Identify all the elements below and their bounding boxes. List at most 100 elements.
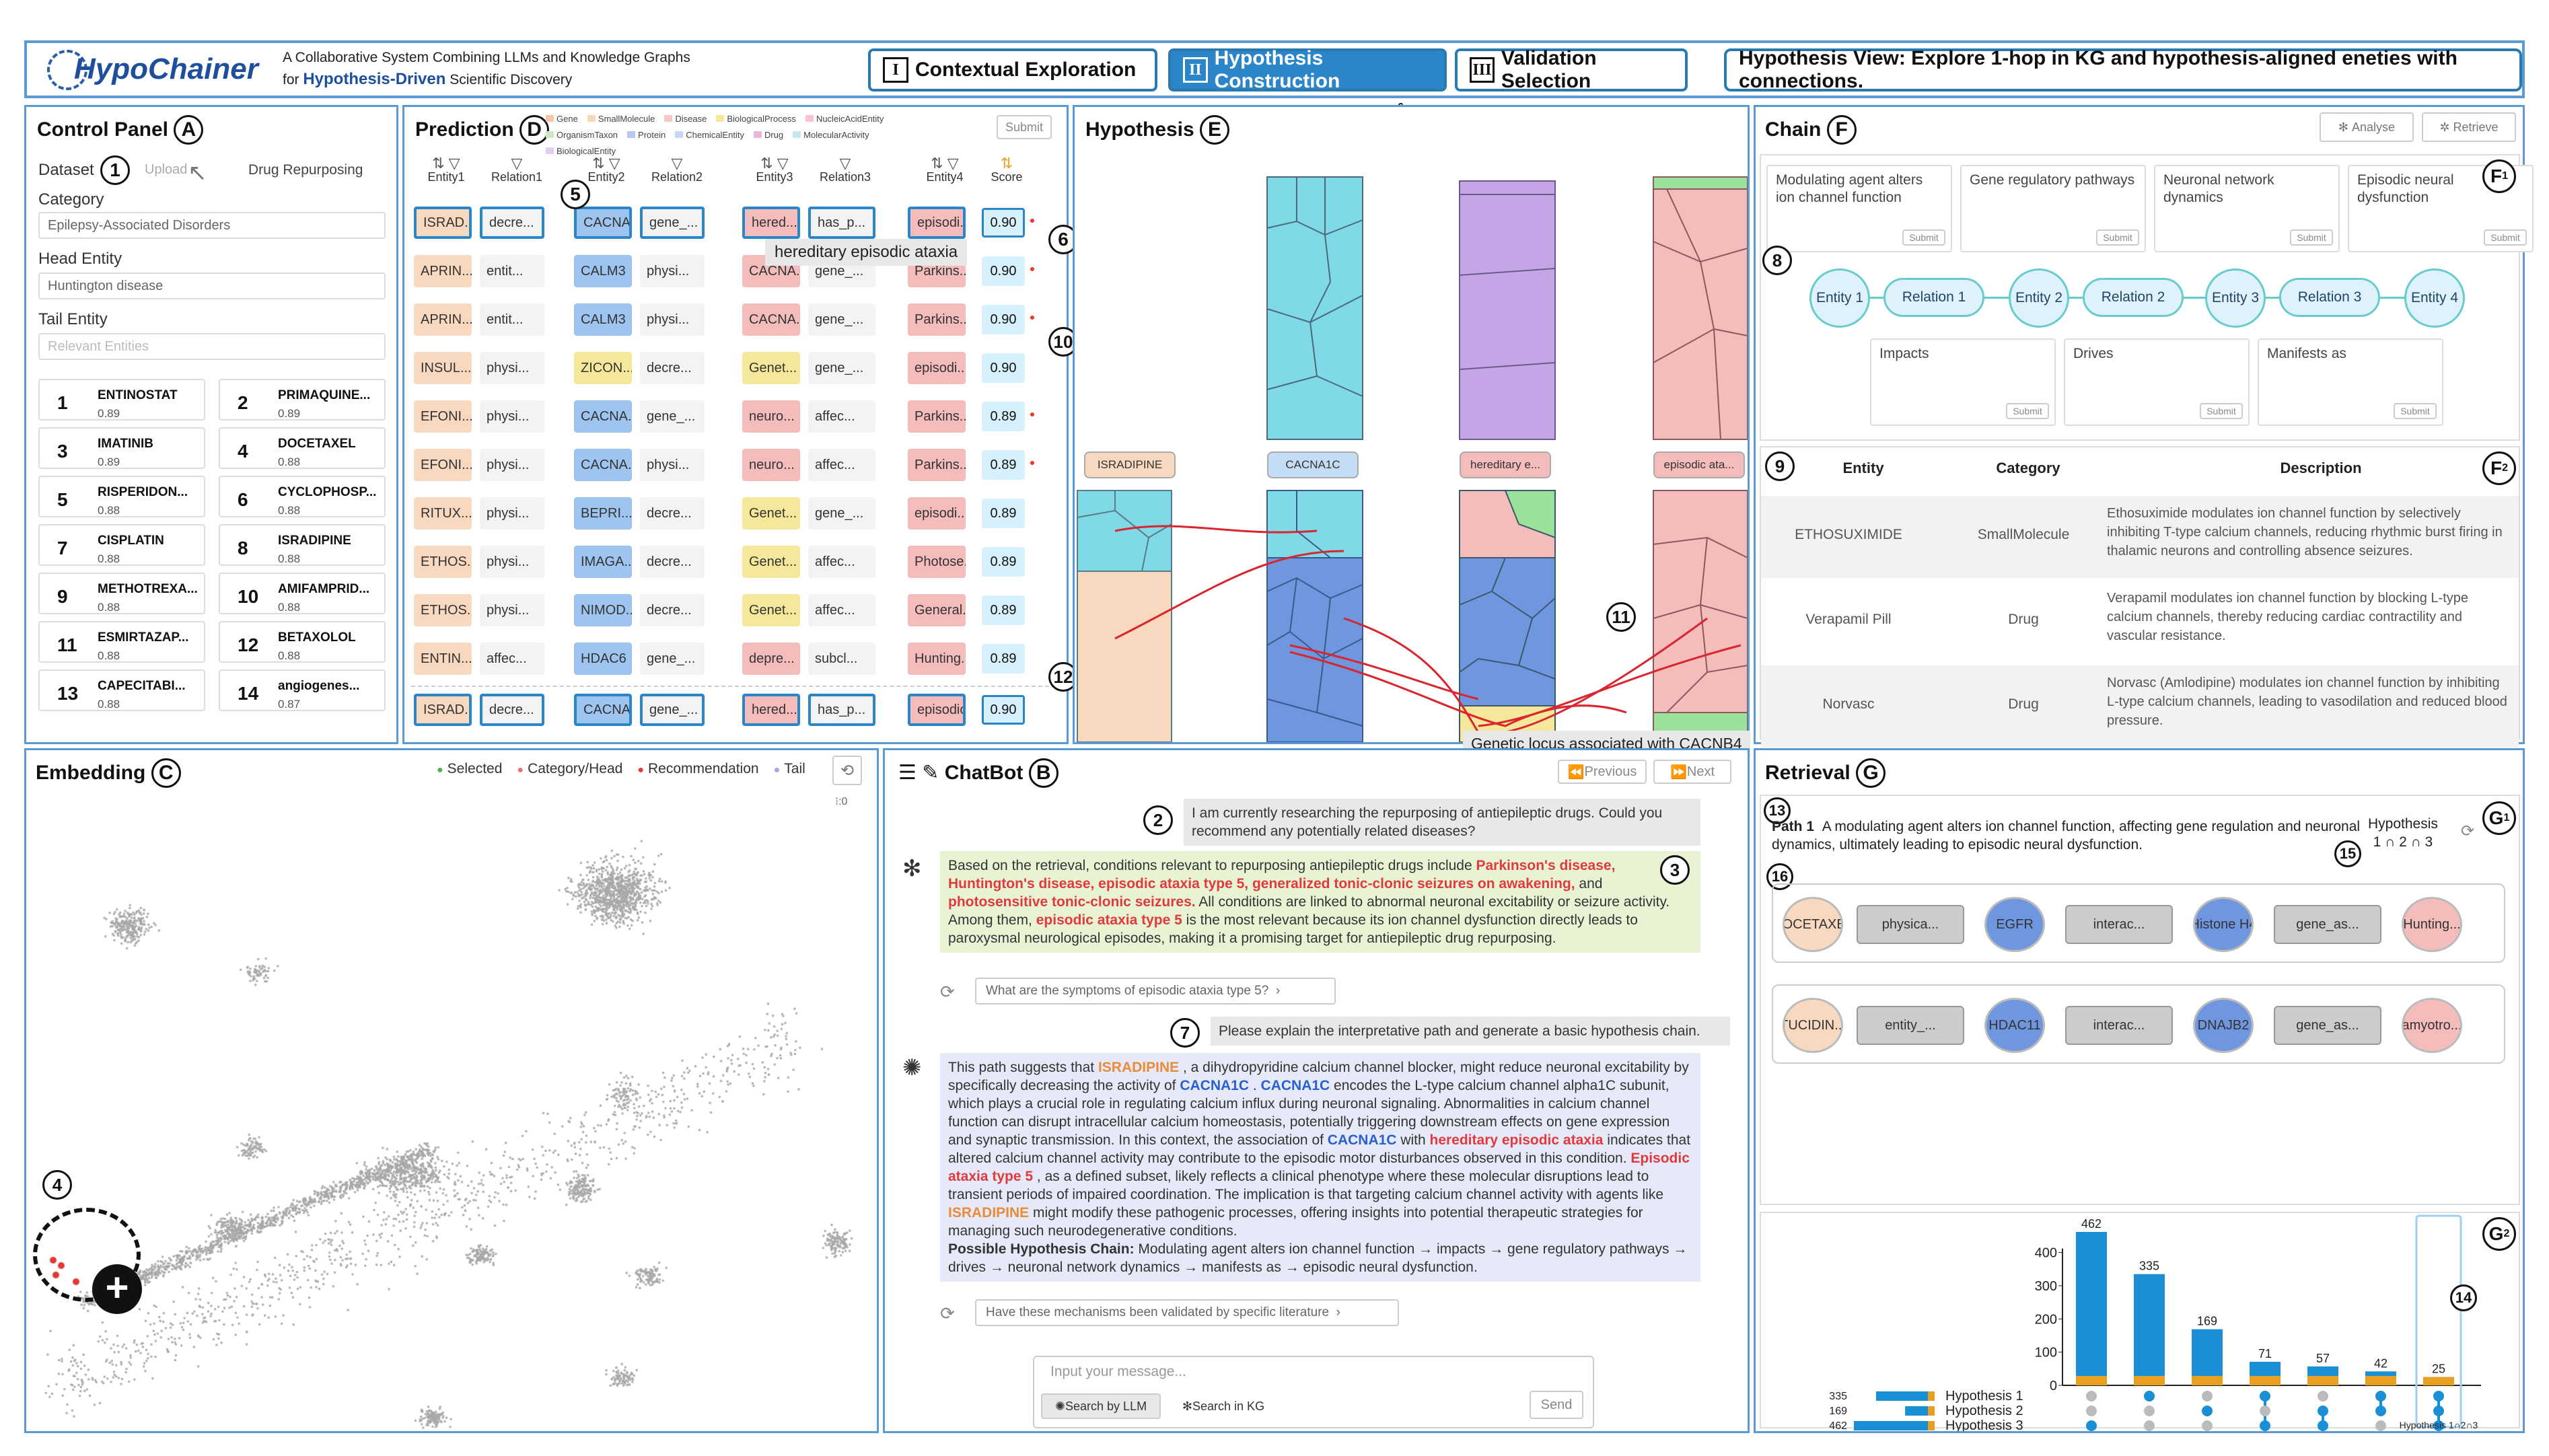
entity-chip[interactable]: Photose... <box>908 546 966 578</box>
entity-chip[interactable]: episodi... <box>908 207 966 239</box>
membership-dot[interactable] <box>2375 1420 2386 1431</box>
entity-chip[interactable]: CALM3 <box>574 303 632 336</box>
hypothesis-node[interactable]: CACNA1C <box>1267 451 1359 478</box>
drug-card[interactable]: 14 angiogenes... 0.87 <box>219 669 386 711</box>
relation-chip[interactable]: physi... <box>640 255 705 287</box>
membership-dot[interactable] <box>2318 1420 2328 1431</box>
path-refresh-icon[interactable]: ⟳ <box>2461 822 2475 840</box>
membership-dot[interactable] <box>2260 1420 2270 1431</box>
drug-card[interactable]: 9 METHOTREXA... 0.88 <box>38 573 205 614</box>
entity-chip[interactable]: neuro... <box>742 400 800 433</box>
drug-card[interactable]: 5 RISPERIDON... 0.88 <box>38 476 205 517</box>
hypothesis-node[interactable]: hereditary e... <box>1460 451 1551 478</box>
column-header[interactable]: ⇅ Score <box>982 155 1032 184</box>
membership-dot[interactable] <box>2202 1420 2213 1431</box>
submit-button[interactable]: Submit <box>2484 229 2527 246</box>
analyse-button[interactable]: ✻ Analyse <box>2320 112 2414 142</box>
search-by-llm-button[interactable]: ✺ Search by LLM <box>1041 1393 1161 1419</box>
relation-chip[interactable]: affec... <box>480 643 544 675</box>
entity-chip[interactable]: APRIN... <box>414 303 472 336</box>
submit-button[interactable]: Submit <box>2096 229 2139 246</box>
membership-dot[interactable] <box>2202 1406 2213 1416</box>
entity-chip[interactable]: CACNA... <box>742 303 800 336</box>
refresh-icon-2[interactable]: ⟳ <box>940 1303 955 1323</box>
membership-dot[interactable] <box>2144 1406 2155 1416</box>
entity-chip[interactable]: CACNA... <box>574 207 632 239</box>
relation-chip[interactable]: decre... <box>480 694 544 726</box>
entity-chip[interactable]: CACNA... <box>574 449 632 481</box>
relation-chip[interactable]: gene_... <box>640 400 705 433</box>
relation-chip[interactable]: entit... <box>480 303 544 336</box>
relation-chip[interactable]: physi... <box>480 497 544 530</box>
refresh-icon[interactable]: ⟳ <box>940 982 955 1002</box>
path-entity[interactable]: DOCETAXEL <box>1783 897 1843 952</box>
lasso-selection[interactable] <box>33 1208 141 1302</box>
entity-chip[interactable]: Genet... <box>742 594 800 626</box>
membership-dot[interactable] <box>2086 1406 2097 1416</box>
retrieve-button[interactable]: ✲ Retrieve <box>2422 112 2516 142</box>
dataset-value[interactable]: Drug Repurposing <box>248 162 363 178</box>
hypothesis-node[interactable]: ISRADIPINE <box>1084 451 1176 478</box>
relation-chip[interactable]: physi... <box>640 449 705 481</box>
entity-chip[interactable]: ETHOS... <box>414 594 472 626</box>
tab-hypothesis-construction[interactable]: II Hypothesis Construction <box>1168 47 1447 92</box>
entity-chip[interactable]: CACNA... <box>574 694 632 726</box>
path-entity[interactable]: TUCIDIN... <box>1783 998 1843 1053</box>
entity-chip[interactable]: BEPRI... <box>574 497 632 530</box>
membership-dot[interactable] <box>2433 1420 2444 1431</box>
relation-chip[interactable]: entit... <box>480 255 544 287</box>
entity-chip[interactable]: Genet... <box>742 352 800 384</box>
table-row[interactable]: Norvasc Drug Norvasc (Amlodipine) modulate… <box>1761 665 2519 748</box>
set-size-bar[interactable] <box>1905 1406 1935 1416</box>
relation-chip[interactable]: decre... <box>640 546 705 578</box>
path-relation[interactable]: entity_... <box>1857 1006 1964 1045</box>
send-button[interactable]: Send <box>1530 1391 1583 1419</box>
entity-chip[interactable]: General... <box>908 594 966 626</box>
path-relation[interactable]: interac... <box>2065 1006 2173 1045</box>
chain-entity-node[interactable]: Entity 1 <box>1809 268 1870 328</box>
path-entity[interactable]: Histone H4 <box>2193 897 2254 952</box>
suggestion-2[interactable]: Have these mechanisms been validated by … <box>975 1299 1399 1326</box>
filter-icon[interactable]: ▽ <box>511 155 523 172</box>
path-relation[interactable]: physica... <box>1857 905 1964 944</box>
column-header[interactable]: ⇅ ▽ Entity4 <box>908 156 982 184</box>
relation-chip[interactable]: subcl... <box>808 643 875 675</box>
entity-chip[interactable]: hered... <box>742 694 800 726</box>
path-relation[interactable]: gene_as... <box>2274 905 2381 944</box>
chain-step-card[interactable]: Modulating agent alters ion channel func… <box>1766 165 1952 252</box>
filter-icon[interactable]: ⇅ <box>1000 155 1013 172</box>
drug-card[interactable]: 10 AMIFAMPRID... 0.88 <box>219 573 386 614</box>
path-row[interactable] <box>1772 883 2505 963</box>
suggestion-1[interactable]: What are the symptoms of episodic ataxia… <box>975 978 1336 1005</box>
entity-chip[interactable]: NIMOD... <box>574 594 632 626</box>
filter-icon[interactable]: ▽ <box>671 155 683 172</box>
membership-dot[interactable] <box>2433 1406 2444 1416</box>
entity-chip[interactable]: INSUL... <box>414 352 472 384</box>
filter-icon[interactable]: ▽ <box>839 155 851 172</box>
entity-chip[interactable]: ZICON... <box>574 352 632 384</box>
membership-dot[interactable] <box>2086 1420 2097 1431</box>
relation-chip[interactable]: gene_... <box>808 352 875 384</box>
drug-card[interactable]: 11 ESMIRTAZAP... 0.88 <box>38 621 205 663</box>
membership-dot[interactable] <box>2260 1406 2270 1416</box>
membership-dot[interactable] <box>2318 1391 2328 1402</box>
chain-relation-node[interactable]: Relation 1 <box>1883 278 1984 317</box>
tab-contextual-exploration[interactable]: I Contextual Exploration <box>868 48 1157 92</box>
next-button[interactable]: ⏩ Next <box>1653 760 1731 784</box>
entity-chip[interactable]: ISRAD... <box>414 694 472 726</box>
upload-button[interactable]: Upload <box>145 162 188 177</box>
membership-dot[interactable] <box>2144 1420 2155 1431</box>
drug-card[interactable]: 1 ENTINOSTAT 0.89 <box>38 379 205 421</box>
relation-chip[interactable]: affec... <box>808 400 875 433</box>
search-in-kg-button[interactable]: ✻ Search in KG <box>1166 1393 1281 1419</box>
entity-chip[interactable]: APRIN... <box>414 255 472 287</box>
drug-card[interactable]: 3 IMATINIB 0.89 <box>38 427 205 469</box>
column-header[interactable]: ▽ Relation1 <box>480 155 554 184</box>
relation-chip[interactable]: physi... <box>480 546 544 578</box>
path-row[interactable] <box>1772 984 2505 1064</box>
membership-dot[interactable] <box>2375 1406 2386 1416</box>
relation-chip[interactable]: gene_... <box>640 643 705 675</box>
embedding-scatter[interactable] <box>29 811 874 1430</box>
entity-chip[interactable]: neuro... <box>742 449 800 481</box>
column-header[interactable]: ⇅ ▽ Entity3 <box>742 156 807 184</box>
